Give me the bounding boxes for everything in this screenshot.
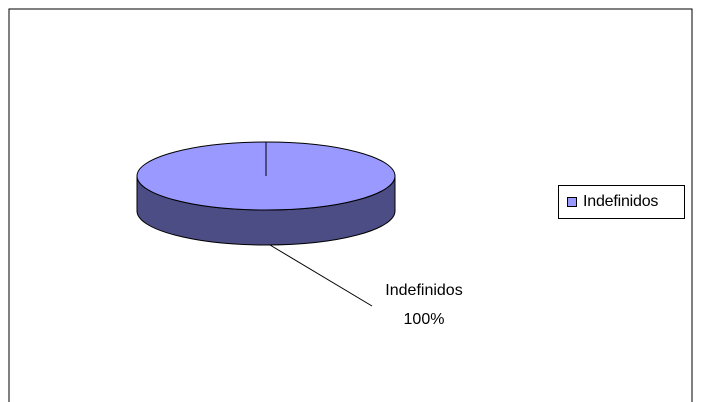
data-label-category: Indefinidos <box>385 282 462 299</box>
legend-entry-label: Indefinidos <box>583 193 659 210</box>
chart-border <box>8 8 693 402</box>
legend-swatch <box>567 197 577 207</box>
legend: Indefinidos <box>558 185 685 219</box>
pie-slices <box>136 141 396 246</box>
data-label-percent: 100% <box>404 311 445 328</box>
data-label-leader-line <box>269 244 373 307</box>
